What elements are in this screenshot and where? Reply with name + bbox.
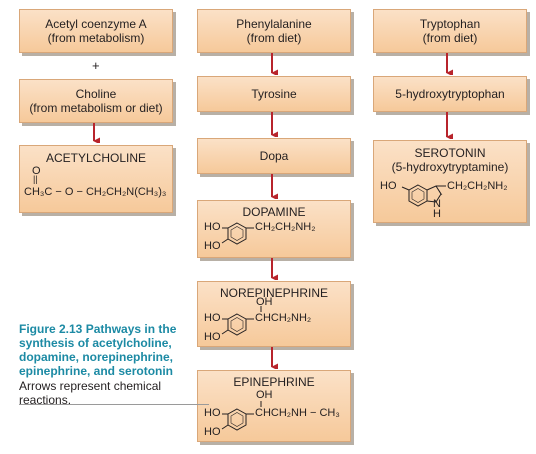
tryptophan-source: (from diet)	[422, 31, 478, 45]
serotonin-indole-ring	[401, 184, 446, 207]
dopamine-ho-1: HO	[204, 221, 221, 233]
acetyl-coa-source: (from metabolism)	[47, 31, 145, 45]
arrow-choline-to-acetylcholine	[93, 123, 100, 143]
arrow-hydroxytryptophan-to-serotonin	[446, 112, 453, 139]
acetylcholine-box: ACETYLCHOLINE O || CH₃C − O − CH₂CH₂N(CH…	[19, 145, 173, 213]
serotonin-n: N	[433, 198, 441, 210]
dopamine-side-chain: CH₂CH₂NH₂	[255, 221, 316, 233]
figure-caption: Figure 2.13 Pathways in the synthesis of…	[19, 322, 209, 407]
choline-box: Choline (from metabolism or diet)	[19, 79, 173, 123]
dopamine-label: DOPAMINE	[242, 205, 306, 219]
epinephrine-benzene-ring	[221, 401, 262, 431]
dopamine-box: DOPAMINE HO HO CH₂CH₂NH₂	[197, 200, 351, 258]
phenylalanine-source: (from diet)	[246, 31, 302, 45]
epinephrine-oh: OH	[256, 389, 273, 401]
epinephrine-ho-1: HO	[204, 407, 221, 419]
serotonin-side-chain: CH₂CH₂NH₂	[447, 180, 508, 192]
arrow-tryptophan-to-hydroxytryptophan	[446, 53, 453, 75]
caption-title: Figure 2.13 Pathways in the synthesis of…	[19, 322, 177, 378]
norepinephrine-benzene-ring	[221, 306, 262, 336]
caption-body: Arrows represent chemical reactions.	[19, 379, 162, 407]
acetyl-coa-label: Acetyl coenzyme A	[45, 17, 147, 31]
norepinephrine-ho-2: HO	[204, 331, 221, 343]
norepinephrine-label: NOREPINEPHRINE	[219, 286, 329, 300]
phenylalanine-label: Phenylalanine	[236, 17, 312, 31]
carbonyl-double-bond: ||	[33, 174, 38, 184]
arrow-dopa-to-dopamine	[271, 174, 278, 199]
serotonin-label: SEROTONIN	[414, 146, 486, 160]
norepinephrine-oh: OH	[256, 296, 273, 308]
dopamine-ho-2: HO	[204, 240, 221, 252]
hydroxytryptophan-box: 5-hydroxytryptophan	[373, 76, 527, 112]
epinephrine-ho-2: HO	[204, 426, 221, 438]
serotonin-alt-name: (5-hydroxytryptamine)	[391, 160, 509, 174]
serotonin-h: H	[433, 208, 441, 220]
epinephrine-label: EPINEPHRINE	[233, 375, 315, 389]
arrow-tyrosine-to-dopa	[271, 112, 278, 137]
dopa-box: Dopa	[197, 138, 351, 174]
tyrosine-label: Tyrosine	[251, 87, 297, 101]
norepinephrine-side-chain: CHCH₂NH₂	[255, 312, 312, 324]
norepinephrine-box: NOREPINEPHRINE OH HO HO CHCH₂NH₂	[197, 281, 351, 347]
tyrosine-box: Tyrosine	[197, 76, 351, 112]
acetyl-coenzyme-a-box: Acetyl coenzyme A (from metabolism)	[19, 9, 173, 53]
serotonin-box: SEROTONIN (5-hydroxytryptamine) HO CH₂CH…	[373, 140, 527, 223]
norepinephrine-ho-1: HO	[204, 312, 221, 324]
arrow-phenylalanine-to-tyrosine	[271, 53, 278, 75]
acetylcholine-formula: CH₃C − O − CH₂CH₂N(CH₃)₃	[24, 186, 167, 198]
choline-source: (from metabolism or diet)	[29, 101, 163, 115]
tryptophan-label: Tryptophan	[419, 17, 481, 31]
epinephrine-box: EPINEPHRINE OH HO HO CHCH₂NH − CH₃	[197, 370, 351, 442]
arrow-dopamine-to-norepinephrine	[271, 258, 278, 280]
acetylcholine-label: ACETYLCHOLINE	[45, 151, 147, 165]
carbonyl-oxygen: O	[32, 165, 41, 177]
dopamine-benzene-ring	[221, 222, 254, 245]
arrow-norepinephrine-to-epinephrine	[271, 347, 278, 369]
epinephrine-side-chain: CHCH₂NH − CH₃	[255, 407, 340, 419]
tryptophan-box: Tryptophan (from diet)	[373, 9, 527, 53]
caption-divider	[19, 404, 209, 405]
serotonin-ho: HO	[380, 180, 397, 192]
dopa-label: Dopa	[259, 149, 289, 163]
plus-sign: +	[92, 58, 100, 73]
hydroxytryptophan-label: 5-hydroxytryptophan	[395, 87, 505, 101]
choline-label: Choline	[75, 87, 117, 101]
phenylalanine-box: Phenylalanine (from diet)	[197, 9, 351, 53]
